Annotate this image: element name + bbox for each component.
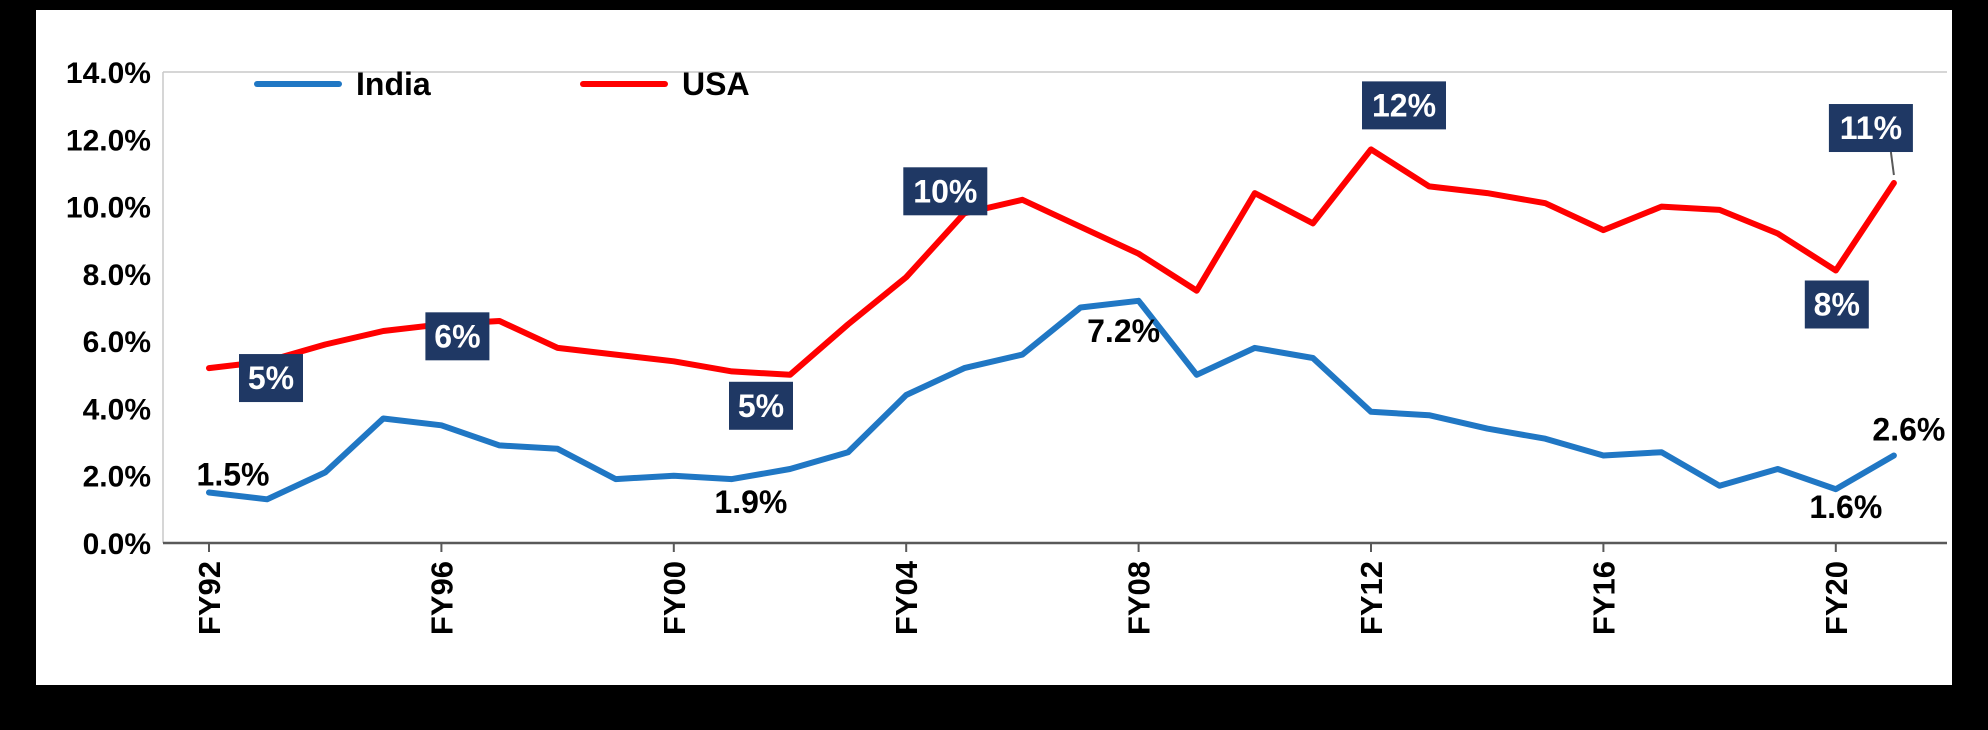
x-axis-tick-label: FY00 [657,561,692,635]
x-axis-tick-label: FY20 [1819,561,1854,635]
annotation-box-usa-10 [903,167,988,216]
annotation-label-usa-8: 8% [1814,286,1860,322]
annotation-label-india-72: 7.2% [1087,313,1160,349]
annotation-label-usa-12: 12% [1372,87,1436,123]
annotation-label-usa-6: 6% [434,318,480,354]
y-axis-tick-label: 4.0% [83,393,151,426]
x-axis-tick-label: FY92 [192,561,227,635]
annotation-box-usa-6 [425,312,490,361]
x-axis-tick-label: FY96 [424,561,459,635]
annotation-box-usa-5 [729,381,793,430]
annotation-label-usa-10: 10% [913,173,977,209]
series-line-india [206,297,1897,503]
annotation-box-usa-12 [1362,81,1446,130]
chart-panel: 0.0% 2.0% 4.0% 6.0% 8.0% 10.0% 12.0% 14.0% FY92 F… [36,10,1952,685]
annotation-label-usa-5: 5% [248,360,294,396]
annotation-label-india-15: 1.5% [197,457,270,493]
x-axis-tick-label: FY12 [1354,561,1389,635]
annotation-label-india-19: 1.9% [714,484,787,520]
series-line-usa [206,146,1897,378]
annotation-leader-line [1889,151,1895,176]
annotation-label-usa-5: 5% [738,388,784,424]
line-chart: 0.0% 2.0% 4.0% 6.0% 8.0% 10.0% 12.0% 14.0% FY92 F… [66,57,1947,635]
y-axis-tick-label: 10.0% [66,192,151,225]
annotation-box-usa-8 [1804,280,1869,329]
y-axis-tick-label: 12.0% [66,124,151,157]
y-axis-tick-label: 14.0% [66,57,151,90]
y-axis-tick-label: 0.0% [83,528,151,561]
y-axis-tick-label: 2.0% [83,461,151,494]
annotation-label-india-26: 2.6% [1872,412,1945,448]
y-axis-tick-label: 8.0% [83,259,151,292]
x-axis-tick-label: FY08 [1122,561,1157,635]
annotation-box-usa-11 [1828,104,1913,153]
x-axis-tick-label: FY16 [1586,561,1621,635]
annotation-label-india-16: 1.6% [1809,489,1882,525]
annotation-label-usa-11: 11% [1840,110,1902,146]
x-axis-tick-label: FY04 [889,560,924,635]
annotation-box-usa-5 [239,354,303,403]
y-axis-tick-label: 6.0% [83,326,151,359]
